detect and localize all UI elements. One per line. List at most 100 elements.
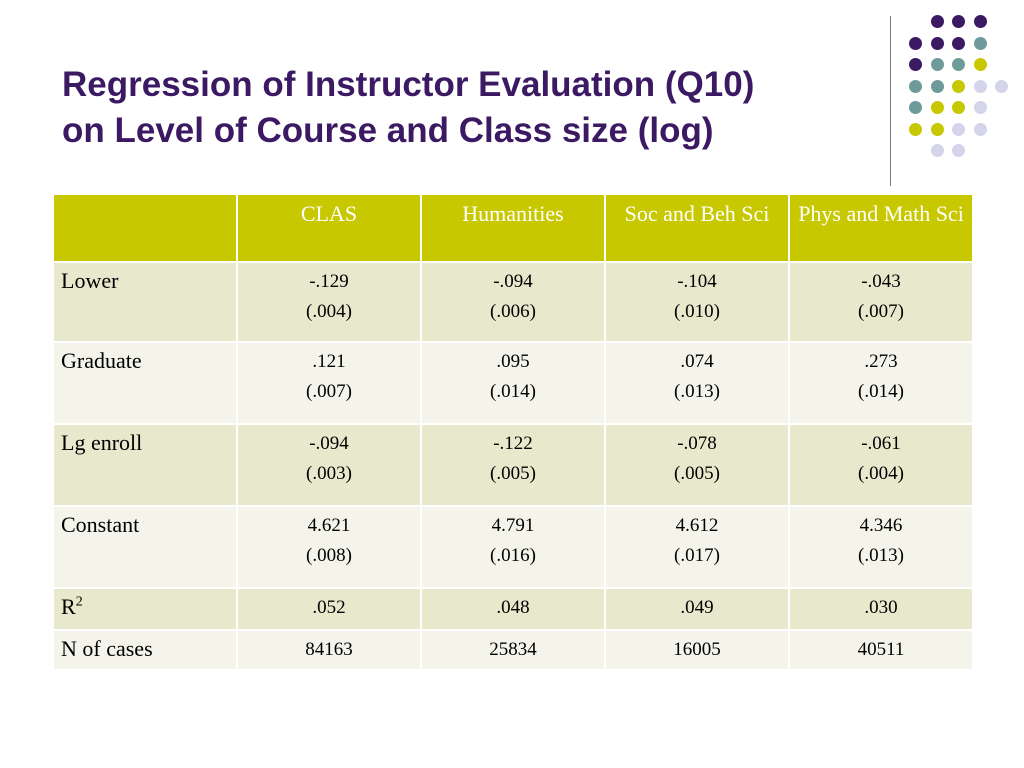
decorative-dot [995, 79, 1008, 93]
table-cell: 4.346 (.013) [788, 505, 974, 589]
std-error: (.007) [858, 301, 904, 322]
table-cell: .030 [788, 587, 974, 631]
row-label-constant: Constant [52, 505, 238, 589]
r-label: R [61, 594, 76, 619]
std-error: (.008) [306, 545, 352, 566]
std-error: (.006) [490, 301, 536, 322]
coefficient: .121 [312, 351, 346, 372]
row-label-lg-enroll: Lg enroll [52, 423, 238, 507]
row-label-graduate: Graduate [52, 341, 238, 425]
coefficient: .074 [680, 351, 714, 372]
table-cell: -.043 (.007) [788, 261, 974, 343]
row-label-r-squared: R2 [52, 587, 238, 631]
decorative-dot [952, 122, 965, 136]
decorative-dot [909, 101, 922, 114]
coefficient: 4.612 [675, 515, 719, 536]
decorative-dot [930, 101, 944, 114]
slide-title: Regression of Instructor Evaluation (Q10… [62, 62, 862, 154]
std-error: (.004) [306, 301, 352, 322]
table-row: N of cases 84163 25834 16005 40511 [52, 629, 974, 671]
coefficient: -.129 [309, 271, 349, 292]
decorative-dot [952, 36, 965, 50]
coefficient: -.094 [309, 433, 349, 454]
decorative-dot [952, 15, 965, 28]
decorative-dot [930, 36, 944, 50]
table-cell: -.061 (.004) [788, 423, 974, 507]
table-cell: -.094 (.003) [236, 423, 422, 507]
table-cell: -.094 (.006) [420, 261, 606, 343]
table-cell: 4.621 (.008) [236, 505, 422, 589]
std-error: (.013) [858, 545, 904, 566]
decorative-dot [952, 79, 965, 93]
regression-table-container: CLAS Humanities Soc and Beh Sci Phys and… [52, 193, 974, 671]
slide-title-line2: on Level of Course and Class size (log) [62, 111, 714, 150]
decorative-dot [973, 79, 987, 93]
std-error: (.014) [858, 381, 904, 402]
row-label-lower: Lower [52, 261, 238, 343]
header-cell-soc-beh-sci: Soc and Beh Sci [604, 193, 790, 263]
decorative-dot-grid [0, 0, 1024, 200]
decorative-dot [930, 58, 944, 71]
decorative-dot [973, 58, 987, 71]
table-cell: .049 [604, 587, 790, 631]
coefficient: 4.346 [859, 515, 903, 536]
decorative-dot [909, 36, 922, 50]
coefficient: -.094 [493, 271, 533, 292]
decorative-dot [930, 144, 944, 157]
std-error: (.014) [490, 381, 536, 402]
table-cell: 84163 [236, 629, 422, 671]
row-label-n-of-cases: N of cases [52, 629, 238, 671]
case-count: 84163 [305, 639, 353, 660]
coefficient: .095 [496, 351, 530, 372]
table-cell: -.129 (.004) [236, 261, 422, 343]
coefficient: -.078 [677, 433, 717, 454]
decorative-dot [973, 36, 987, 50]
coefficient: 4.791 [491, 515, 535, 536]
table-cell: .273 (.014) [788, 341, 974, 425]
r-squared-value: .052 [312, 597, 346, 618]
table-cell: 4.612 (.017) [604, 505, 790, 589]
coefficient: -.061 [861, 433, 901, 454]
decorative-dot [952, 144, 965, 157]
decorative-divider-line [890, 16, 891, 186]
header-cell-humanities: Humanities [420, 193, 606, 263]
table-cell: 40511 [788, 629, 974, 671]
coefficient: -.104 [677, 271, 717, 292]
std-error: (.013) [674, 381, 720, 402]
case-count: 16005 [673, 639, 721, 660]
decorative-dot [952, 101, 965, 114]
regression-table: CLAS Humanities Soc and Beh Sci Phys and… [52, 193, 974, 671]
table-cell: .074 (.013) [604, 341, 790, 425]
std-error: (.005) [674, 463, 720, 484]
decorative-dot [973, 122, 987, 136]
table-row: Graduate .121 (.007) .095 (.014) .074 (.013… [52, 341, 974, 425]
decorative-dot [930, 79, 944, 93]
table-cell: -.104 (.010) [604, 261, 790, 343]
table-cell: -.122 (.005) [420, 423, 606, 507]
decorative-dot [909, 79, 922, 93]
table-cell: 4.791 (.016) [420, 505, 606, 589]
r-superscript: 2 [75, 594, 83, 610]
table-cell: .052 [236, 587, 422, 631]
table-row: Lg enroll -.094 (.003) -.122 (.005) -.078 (… [52, 423, 974, 507]
std-error: (.017) [674, 545, 720, 566]
coefficient: -.122 [493, 433, 533, 454]
decorative-dot [930, 122, 944, 136]
decorative-dot [909, 122, 922, 136]
std-error: (.003) [306, 463, 352, 484]
table-cell: -.078 (.005) [604, 423, 790, 507]
header-cell-phys-math-sci: Phys and Math Sci [788, 193, 974, 263]
table-row: R2 .052 .048 .049 .030 [52, 587, 974, 631]
table-cell: .048 [420, 587, 606, 631]
table-header-row: CLAS Humanities Soc and Beh Sci Phys and… [52, 193, 974, 263]
decorative-dot [973, 101, 987, 114]
r-squared-value: .048 [496, 597, 530, 618]
table-cell: 16005 [604, 629, 790, 671]
r-squared-value: .049 [680, 597, 714, 618]
decorative-dot [909, 58, 922, 71]
slide-title-line1: Regression of Instructor Evaluation (Q10… [62, 65, 755, 104]
header-cell-corner [52, 193, 238, 263]
decorative-dot [952, 58, 965, 71]
r-squared-value: .030 [864, 597, 898, 618]
coefficient: 4.621 [307, 515, 351, 536]
